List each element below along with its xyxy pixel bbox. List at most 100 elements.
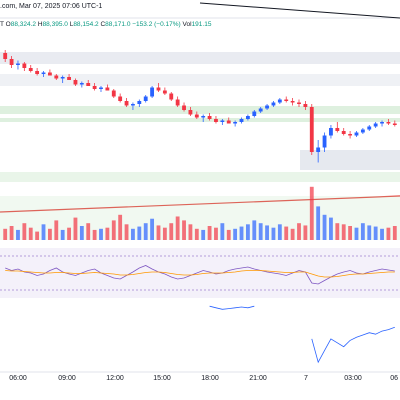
candle-body[interactable] (131, 104, 135, 106)
candle-body[interactable] (341, 131, 346, 134)
candle-body[interactable] (360, 129, 365, 133)
volume-bar[interactable] (233, 228, 238, 240)
candle-body[interactable] (3, 53, 8, 59)
candle-body[interactable] (265, 105, 269, 109)
candle-body[interactable] (9, 59, 14, 65)
candle-body[interactable] (277, 99, 282, 103)
candle-body[interactable] (386, 122, 391, 124)
volume-bar[interactable] (137, 226, 142, 240)
candle-body[interactable] (309, 107, 314, 152)
candle-body[interactable] (86, 83, 91, 86)
volume-bar[interactable] (290, 228, 295, 240)
volume-bar[interactable] (22, 223, 27, 240)
candle-body[interactable] (28, 68, 33, 71)
volume-bar[interactable] (226, 229, 231, 240)
candle-body[interactable] (252, 111, 257, 117)
candle-body[interactable] (316, 147, 321, 153)
volume-bar[interactable] (380, 228, 384, 240)
volume-bar[interactable] (79, 226, 84, 240)
candle-body[interactable] (188, 110, 193, 115)
volume-bar[interactable] (284, 226, 289, 240)
candle-body[interactable] (41, 72, 46, 75)
volume-bar[interactable] (150, 218, 155, 240)
volume-bar[interactable] (335, 223, 340, 240)
candle-body[interactable] (99, 87, 103, 90)
volume-bar[interactable] (341, 224, 346, 240)
gray-zone[interactable] (300, 150, 400, 170)
volume-bar[interactable] (47, 228, 52, 240)
candle-body[interactable] (392, 123, 397, 126)
volume-bar[interactable] (392, 226, 397, 240)
candle-body[interactable] (92, 86, 97, 89)
volume-bar[interactable] (28, 227, 33, 240)
volume-bar[interactable] (367, 225, 372, 240)
volume-bar[interactable] (303, 225, 308, 240)
candle-body[interactable] (194, 114, 199, 118)
volume-bar[interactable] (3, 228, 8, 240)
candle-body[interactable] (201, 116, 206, 118)
candle-body[interactable] (245, 116, 250, 119)
candle-body[interactable] (22, 63, 27, 69)
demand-zone-3[interactable] (0, 172, 400, 182)
volume-bar[interactable] (322, 214, 327, 240)
candle-body[interactable] (111, 90, 116, 97)
volume-bar[interactable] (316, 206, 321, 240)
volume-bar[interactable] (162, 227, 167, 240)
supply-zone-1[interactable] (0, 52, 400, 64)
candle-body[interactable] (335, 128, 340, 131)
candle-body[interactable] (35, 71, 40, 74)
volume-bar[interactable] (86, 223, 91, 240)
volume-bar[interactable] (201, 229, 206, 240)
volume-bar[interactable] (277, 224, 282, 240)
demand-zone-2[interactable] (0, 118, 400, 122)
candle-body[interactable] (169, 93, 174, 100)
volume-bar[interactable] (105, 227, 110, 240)
demand-zone-1[interactable] (0, 106, 400, 114)
candle-body[interactable] (297, 102, 301, 105)
candle-body[interactable] (54, 75, 59, 79)
candle-body[interactable] (354, 132, 359, 136)
candle-body[interactable] (156, 87, 161, 91)
top-trendline[interactable] (199, 2, 400, 19)
volume-bar[interactable] (354, 227, 359, 240)
volume-bar[interactable] (309, 186, 314, 240)
candle-body[interactable] (60, 77, 65, 79)
volume-bar[interactable] (73, 217, 78, 240)
candle-body[interactable] (220, 120, 225, 123)
volume-bar[interactable] (329, 217, 333, 240)
candle-body[interactable] (162, 90, 167, 94)
volume-bar[interactable] (271, 227, 276, 240)
candle-body[interactable] (118, 96, 123, 102)
candle-body[interactable] (290, 101, 295, 103)
volume-bar[interactable] (297, 223, 301, 240)
red-trendline[interactable] (0, 195, 400, 213)
candle-body[interactable] (105, 87, 110, 91)
candle-body[interactable] (150, 87, 155, 97)
volume-bar[interactable] (41, 224, 46, 240)
candle-body[interactable] (329, 128, 333, 136)
volume-bar[interactable] (188, 224, 193, 240)
volume-bar[interactable] (239, 226, 244, 240)
volume-bar[interactable] (182, 220, 186, 240)
candle-body[interactable] (367, 126, 372, 130)
candle-body[interactable] (239, 119, 244, 122)
supply-zone-2[interactable] (0, 74, 400, 86)
candle-body[interactable] (137, 101, 142, 104)
volume-bar[interactable] (60, 229, 65, 240)
volume-bar[interactable] (220, 223, 225, 240)
candle-body[interactable] (124, 101, 129, 106)
volume-bar[interactable] (92, 229, 97, 240)
volume-bar[interactable] (214, 227, 218, 240)
candle-body[interactable] (373, 123, 378, 127)
candle-body[interactable] (303, 104, 308, 107)
volume-bar[interactable] (194, 228, 199, 240)
volume-bar[interactable] (16, 229, 20, 240)
volume-bar[interactable] (207, 226, 212, 240)
volume-bar[interactable] (373, 226, 378, 240)
candle-body[interactable] (67, 77, 71, 80)
candle-body[interactable] (16, 63, 20, 66)
volume-bar[interactable] (169, 223, 174, 240)
candle-body[interactable] (207, 116, 212, 119)
candle-body[interactable] (284, 99, 289, 102)
